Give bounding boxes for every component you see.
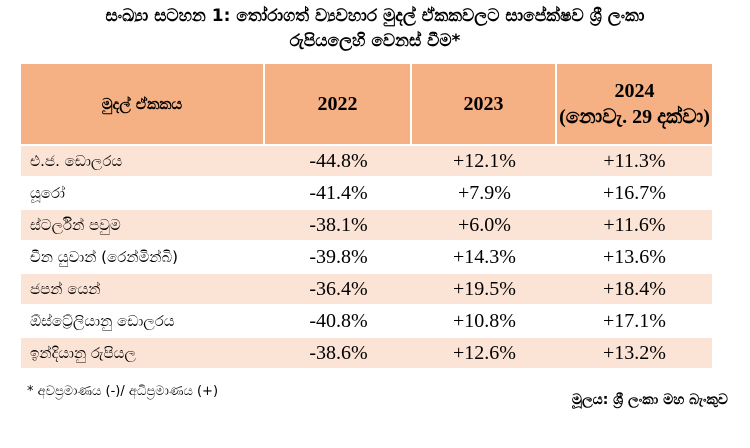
row-2022: -41.4% xyxy=(265,176,412,208)
title-line-2: රුපියලෙහි වෙනස් වීම* xyxy=(289,31,461,51)
row-currency: චීන යුවාන් (රෙන්මින්බි) xyxy=(21,240,265,272)
title-line-1: සංඛ්‍යා සටහන 1: තෝරාගත් ව්‍යවහාර මුදල් ඒ… xyxy=(105,6,645,26)
footnote: * අවප්‍රමාණය (-)/ අධිප්‍රමාණය (+) xyxy=(27,384,219,399)
row-currency: එ.ජ. ඩොලරය xyxy=(21,144,265,176)
row-2024: +16.7% xyxy=(557,176,712,208)
table-title: සංඛ්‍යා සටහන 1: තෝරාගත් ව්‍යවහාර මුදල් ඒ… xyxy=(0,4,750,54)
header-2023: 2023 xyxy=(412,64,557,144)
row-2023: +7.9% xyxy=(412,176,557,208)
table-row: චීන යුවාන් (රෙන්මින්බි) -39.8% +14.3% +1… xyxy=(21,240,712,272)
source-note: මූලය: ශ්‍රී ලංකා මහ බැංකුව xyxy=(571,392,728,408)
row-2024: +17.1% xyxy=(557,304,712,336)
row-2024: +13.2% xyxy=(557,336,712,368)
row-2024: +18.4% xyxy=(557,272,712,304)
header-2024-note: (නොවැ. 29 දක්වා) xyxy=(559,106,710,128)
header-2022: 2022 xyxy=(265,64,412,144)
row-2024: +11.6% xyxy=(557,208,712,240)
row-currency: යූරෝ xyxy=(21,176,265,208)
row-2023: +19.5% xyxy=(412,272,557,304)
row-2024: +11.3% xyxy=(557,144,712,176)
table-row: ඕස්ට්‍රේලියානු ඩොලරය -40.8% +10.8% +17.1… xyxy=(21,304,712,336)
row-2023: +12.6% xyxy=(412,336,557,368)
row-2023: +6.0% xyxy=(412,208,557,240)
row-currency: ජපන් යෙන් xyxy=(21,272,265,304)
row-2024: +13.6% xyxy=(557,240,712,272)
table-row: යූරෝ -41.4% +7.9% +16.7% xyxy=(21,176,712,208)
row-2022: -36.4% xyxy=(265,272,412,304)
row-2023: +12.1% xyxy=(412,144,557,176)
row-2023: +14.3% xyxy=(412,240,557,272)
table-row: ජපන් යෙන් -36.4% +19.5% +18.4% xyxy=(21,272,712,304)
row-2022: -44.8% xyxy=(265,144,412,176)
header-currency: මුදල් ඒකකය xyxy=(21,64,265,144)
table-row: එ.ජ. ඩොලරය -44.8% +12.1% +11.3% xyxy=(21,144,712,176)
table-row: ස්ටර්ලින් පවුම -38.1% +6.0% +11.6% xyxy=(21,208,712,240)
row-2022: -39.8% xyxy=(265,240,412,272)
table-row: ඉන්දියානු රුපියල -38.6% +12.6% +13.2% xyxy=(21,336,712,368)
row-2022: -38.1% xyxy=(265,208,412,240)
row-2022: -38.6% xyxy=(265,336,412,368)
row-currency: ඕස්ට්‍රේලියානු ඩොලරය xyxy=(21,304,265,336)
header-2024-year: 2024 xyxy=(614,80,655,102)
row-currency: ඉන්දියානු රුපියල xyxy=(21,336,265,368)
exchange-rate-table: මුදල් ඒකකය 2022 2023 2024 (නොවැ. 29 දක්ව… xyxy=(21,64,712,368)
header-2024: 2024 (නොවැ. 29 දක්වා) xyxy=(557,64,712,144)
row-currency: ස්ටර්ලින් පවුම xyxy=(21,208,265,240)
table-header-row: මුදල් ඒකකය 2022 2023 2024 (නොවැ. 29 දක්ව… xyxy=(21,64,712,144)
row-2023: +10.8% xyxy=(412,304,557,336)
row-2022: -40.8% xyxy=(265,304,412,336)
